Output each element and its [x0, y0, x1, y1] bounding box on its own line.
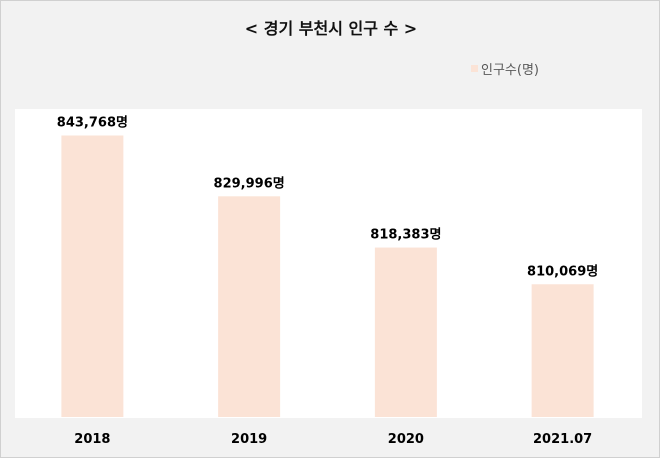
data-label-2021.07: 810,069명 [527, 263, 598, 279]
bar-2020 [374, 247, 437, 417]
legend: 인구수(명) [471, 59, 539, 78]
legend-swatch [471, 65, 478, 72]
x-tick-label-2019: 2019 [231, 432, 267, 447]
data-label-2018: 843,768명 [57, 115, 128, 131]
bar-2021.07 [531, 284, 594, 417]
x-tick-label-2018: 2018 [74, 432, 110, 447]
legend-label: 인구수(명) [481, 63, 539, 78]
x-tick-label-2021.07: 2021.07 [533, 432, 592, 447]
bar-2018 [61, 135, 124, 417]
data-label-2019: 829,996명 [214, 175, 285, 191]
data-label-2020: 818,383명 [370, 227, 441, 243]
x-tick-label-2020: 2020 [388, 432, 424, 447]
bar-2019 [218, 196, 281, 417]
chart-title: < 경기 부천시 인구 수 > [244, 19, 418, 38]
